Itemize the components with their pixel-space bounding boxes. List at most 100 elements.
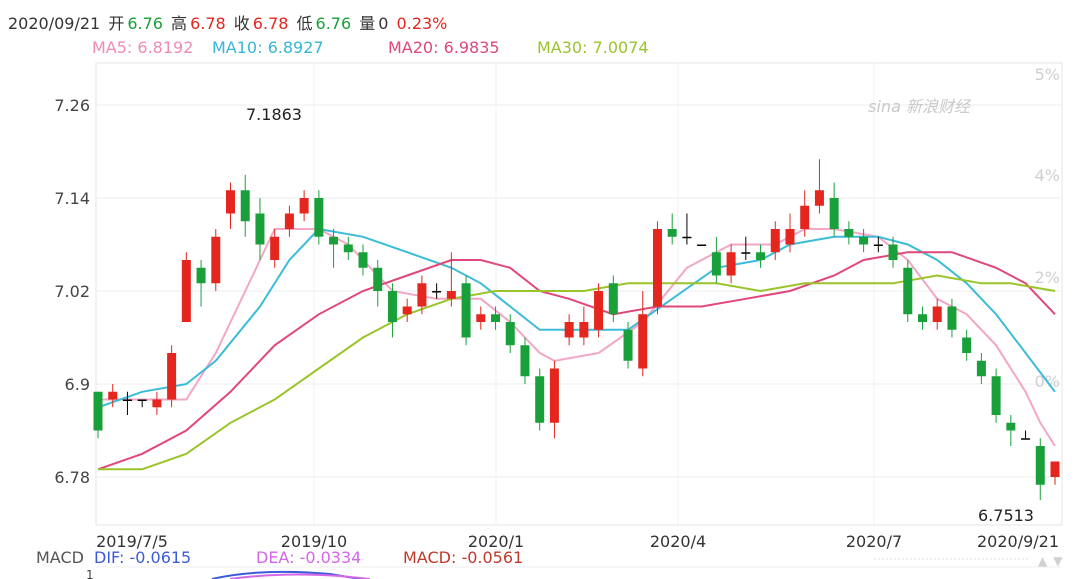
candle-body (240, 190, 250, 222)
candle-body (432, 291, 442, 293)
candle-body (623, 329, 633, 361)
low-label: 低 (296, 14, 313, 33)
candle-body (255, 213, 265, 245)
macd-axis-label: 1 (86, 568, 94, 579)
open-value: 6.76 (127, 14, 163, 33)
candle-body (726, 252, 736, 276)
candle-body (859, 236, 869, 245)
chart-nav-buttons[interactable]: ▲▼ (1038, 554, 1068, 568)
candle-body (932, 306, 942, 322)
candle-body (314, 198, 324, 237)
dif-value: DIF: -0.0615 (94, 548, 192, 567)
candle-body (594, 291, 604, 330)
header-date: 2020/09/21 (8, 14, 101, 33)
high-label: 高 (171, 14, 188, 33)
candle-body (1021, 438, 1031, 440)
min-annotation: 6.7513 (978, 506, 1034, 525)
candle-body (564, 322, 574, 338)
open-label: 开 (108, 14, 125, 33)
candle-body (520, 345, 530, 377)
volume-value: 0 (378, 14, 389, 33)
max-annotation: 7.1863 (246, 105, 302, 124)
candle-body (962, 337, 972, 353)
candle-body (652, 229, 662, 307)
candle-body (226, 190, 236, 214)
candle-body (991, 376, 1001, 415)
candle-body (461, 283, 471, 338)
y-tick-label: 7.26 (54, 96, 90, 115)
x-tick-label: 2020/1 (468, 532, 524, 551)
close-value: 6.78 (252, 14, 289, 33)
x-tick-label: 2019/10 (281, 532, 347, 551)
y-tick-label: 6.9 (65, 375, 90, 394)
candle-body (122, 399, 132, 401)
candle-body (579, 322, 589, 338)
ma20-legend: MA20: 6.9835 (388, 38, 500, 57)
macd-value: MACD: -0.0561 (403, 548, 524, 567)
candle-body (284, 213, 294, 229)
candle-body (476, 314, 486, 322)
candle-body (903, 267, 913, 315)
candle-body (682, 236, 692, 239)
candle-body (196, 267, 206, 284)
candle-body (373, 267, 383, 291)
candle-body (152, 399, 162, 408)
ma20-line (97, 251, 1056, 471)
dea-value: DEA: -0.0334 (256, 548, 362, 567)
x-tick-label: 2020/9/21 (977, 532, 1059, 551)
scroll-down-icon[interactable]: ▼ (1053, 554, 1069, 568)
pct-tick-label: 5% (1035, 65, 1060, 84)
candle-body (917, 314, 927, 322)
candle-body (888, 244, 898, 260)
close-label: 收 (233, 14, 250, 33)
candle-body (608, 283, 618, 315)
candle-body (976, 360, 986, 377)
scroll-up-icon[interactable]: ▲ (1038, 554, 1054, 568)
candle-body (844, 229, 854, 237)
candle-body (697, 244, 707, 246)
candle-body (1035, 446, 1045, 485)
x-tick-label: 2019/7/5 (96, 532, 168, 551)
candle-body (93, 391, 103, 431)
candle-body (785, 229, 795, 245)
candle-body (947, 306, 957, 330)
ma30-legend: MA30: 7.0074 (537, 38, 649, 57)
y-tick-label: 7.14 (54, 189, 90, 208)
candle-body (1006, 422, 1016, 431)
candle-body (814, 190, 824, 206)
macd-title: MACD (36, 548, 84, 567)
candle-body (358, 252, 368, 268)
x-tick-label: 2020/7 (846, 532, 902, 551)
pct-tick-label: 2% (1035, 268, 1060, 287)
candle-body (829, 198, 839, 229)
volume-label: 量 (359, 14, 376, 33)
candle-body (387, 291, 397, 322)
candle-body (446, 291, 456, 299)
candle-body (800, 205, 810, 229)
candle-body (181, 260, 191, 322)
change-percent: 0.23% (396, 14, 448, 33)
x-tick-label: 2020/4 (650, 532, 706, 551)
candle-body (167, 353, 177, 400)
dea-curve (229, 573, 371, 579)
watermark-label: sina 新浪财经 (868, 97, 972, 116)
candle-body (770, 229, 780, 253)
candle-body (667, 229, 677, 237)
low-value: 6.76 (315, 14, 352, 33)
y-tick-label: 7.02 (54, 282, 90, 301)
candle-body (549, 368, 559, 423)
ma10-legend: MA10: 6.8927 (212, 38, 324, 57)
candle-body (711, 252, 721, 276)
plot-frame (95, 62, 1063, 526)
candle-body (417, 283, 427, 307)
ma5-legend: MA5: 6.8192 (92, 38, 194, 57)
candle-body (1050, 461, 1060, 477)
candle-body (108, 391, 118, 400)
candle-body (329, 236, 339, 245)
candle-body (505, 322, 515, 346)
candle-body (137, 399, 147, 401)
candle-body (211, 236, 221, 284)
candle-body (638, 314, 648, 369)
